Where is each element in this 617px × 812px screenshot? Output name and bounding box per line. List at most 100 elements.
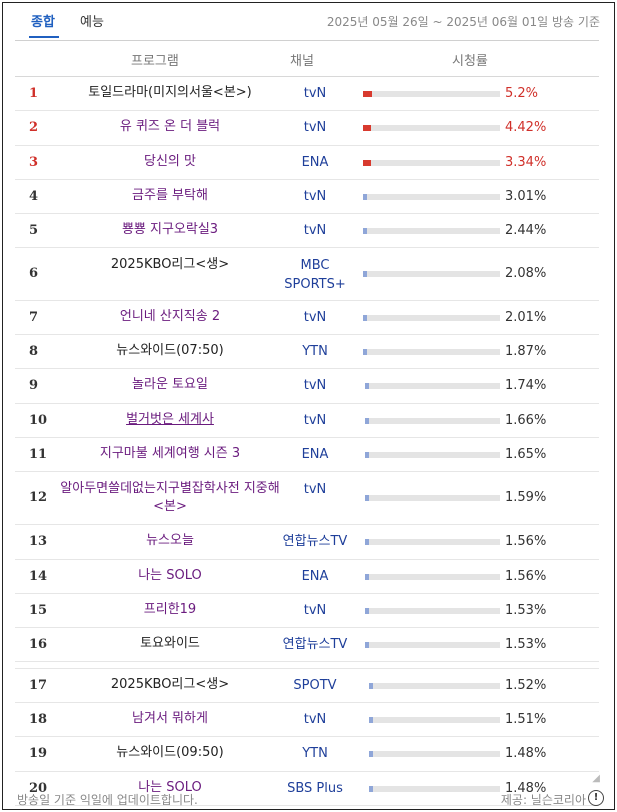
table-row[interactable]: 8 뉴스와이드(07:50) YTN 1.87% <box>15 335 599 369</box>
table-header: 프로그램 채널 시청률 <box>15 41 599 77</box>
table-row[interactable]: 11 지구마불 세계여행 시즌 3 ENA 1.65% <box>15 438 599 472</box>
rating-value: 4.42% <box>505 120 547 135</box>
rating-bar <box>365 383 369 389</box>
program-title[interactable]: 2025KBO리그<생> <box>110 677 230 692</box>
provider: 제공: 닐슨코리아 <box>500 793 586 807</box>
channel-name: tvN <box>303 413 327 428</box>
table-row[interactable]: 2 유 퀴즈 온 더 블럭 tvN 4.42% <box>15 111 599 146</box>
program-title[interactable]: 언니네 산지직송 2 <box>119 309 221 324</box>
rating-bar-track <box>363 194 500 200</box>
program-title[interactable]: 남겨서 뭐하게 <box>132 711 208 726</box>
channel-name: tvN <box>303 482 327 497</box>
rating-value: 1.56% <box>505 569 547 584</box>
rating-bar-track <box>365 574 500 580</box>
rating-value: 2.08% <box>505 266 547 281</box>
table-row[interactable]: 14 나는 SOLO ENA 1.56% <box>15 560 599 594</box>
rank-number: 5 <box>29 223 39 238</box>
rating-bar <box>363 91 372 97</box>
rating-value: 2.44% <box>505 223 547 238</box>
program-title[interactable]: 유 퀴즈 온 더 블럭 <box>119 119 221 134</box>
rating-bar <box>369 683 373 689</box>
program-title[interactable]: 나는 SOLO <box>138 568 202 583</box>
rating-value: 3.34% <box>505 155 547 170</box>
channel-name: tvN <box>303 86 327 101</box>
program-title[interactable]: 뿅뿅 지구오락실3 <box>121 222 219 237</box>
program-title[interactable]: 지구마불 세계여행 시즌 3 <box>99 446 241 461</box>
active-tab-indicator <box>29 36 59 38</box>
tab-overall[interactable]: 종합 <box>31 15 55 30</box>
program-title[interactable]: 금주를 부탁해 <box>132 188 208 203</box>
rating-value: 1.48% <box>505 746 547 761</box>
row-separator <box>15 662 599 669</box>
rating-bar <box>363 271 367 277</box>
rating-bar-track <box>365 539 500 545</box>
rank-number: 8 <box>29 344 39 359</box>
header-rating: 시청률 <box>452 54 488 69</box>
rank-number: 1 <box>29 86 39 101</box>
table-body: 1 토일드라마(미지의서울<본>) tvN 5.2% 2 유 퀴즈 온 더 블럭 tvN 4.… <box>15 77 599 806</box>
table-row[interactable]: 18 남겨서 뭐하게 tvN 1.51% <box>15 703 599 737</box>
rating-value: 1.74% <box>505 378 547 393</box>
program-title[interactable]: 뉴스오늘 <box>146 533 194 548</box>
rating-bar-track <box>369 683 500 689</box>
rank-number: 17 <box>29 678 48 693</box>
table-row[interactable]: 15 프리한19 tvN 1.53% <box>15 594 599 628</box>
program-title[interactable]: 벌거벗은 세계사 <box>126 412 214 427</box>
table-row[interactable]: 5 뿅뿅 지구오락실3 tvN 2.44% <box>15 214 599 248</box>
program-title[interactable]: 프리한19 <box>143 602 197 617</box>
program-title[interactable]: 토일드라마(미지의서울<본>) <box>88 85 252 100</box>
program-title[interactable]: 2025KBO리그<생> <box>110 257 230 272</box>
channel-name: SBS Plus <box>287 781 343 796</box>
info-icon[interactable]: ! <box>588 790 604 806</box>
update-note: 방송일 기준 익일에 업데이트합니다. <box>17 793 198 807</box>
table-row[interactable]: 16 토요와이드 연합뉴스TV 1.53% <box>15 628 599 662</box>
channel-name: SPOTV <box>293 678 337 693</box>
rating-bar <box>365 418 369 424</box>
program-title[interactable]: 나는 SOLO <box>138 780 202 795</box>
rating-bar-track <box>365 495 500 501</box>
program-title[interactable]: 뉴스와이드(07:50) <box>116 343 224 358</box>
channel-name: tvN <box>303 223 327 238</box>
program-title[interactable]: 알아두면쓸데없는지구별잡학사전 지중해<본> <box>60 481 280 514</box>
rating-bar-track <box>363 271 500 277</box>
table-row[interactable]: 6 2025KBO리그<생> MBC SPORTS+ 2.08% <box>15 248 599 301</box>
tab-variety[interactable]: 예능 <box>80 15 104 30</box>
rating-bar-track <box>369 717 500 723</box>
rating-value: 1.87% <box>505 344 547 359</box>
table-row[interactable]: 9 놀라운 토요일 tvN 1.74% <box>15 369 599 404</box>
program-title[interactable]: 당신의 맛 <box>144 154 196 169</box>
program-title[interactable]: 토요와이드 <box>140 636 200 651</box>
table-row[interactable]: 4 금주를 부탁해 tvN 3.01% <box>15 180 599 214</box>
table-row[interactable]: 17 2025KBO리그<생> SPOTV 1.52% <box>15 669 599 703</box>
channel-name: 연합뉴스TV <box>282 534 348 549</box>
rating-value: 3.01% <box>505 189 547 204</box>
rank-number: 20 <box>29 781 48 796</box>
rating-bar-track <box>365 418 500 424</box>
table-row[interactable]: 1 토일드라마(미지의서울<본>) tvN 5.2% <box>15 77 599 111</box>
program-title[interactable]: 놀라운 토요일 <box>132 377 208 392</box>
rating-bar-track <box>363 125 500 131</box>
channel-name: YTN <box>302 344 328 359</box>
rating-bar-track <box>365 452 500 458</box>
rating-bar <box>365 495 369 501</box>
rank-number: 15 <box>29 603 48 618</box>
rank-number: 18 <box>29 712 48 727</box>
rating-bar <box>363 194 367 200</box>
table-row[interactable]: 20 나는 SOLO SBS Plus 1.48% <box>15 772 599 806</box>
table-row[interactable]: 10 벌거벗은 세계사 tvN 1.66% <box>15 404 599 438</box>
rating-value: 1.66% <box>505 413 547 428</box>
tab-bar: 종합 예능 2025년 05월 26일 ~ 2025년 06월 01일 방송 기… <box>3 3 614 39</box>
rating-value: 2.01% <box>505 310 547 325</box>
table-row[interactable]: 7 언니네 산지직송 2 tvN 2.01% <box>15 301 599 335</box>
channel-name: tvN <box>303 712 327 727</box>
rating-bar <box>363 228 367 234</box>
table-row[interactable]: 12 알아두면쓸데없는지구별잡학사전 지중해<본> tvN 1.59% <box>15 472 599 525</box>
table-row[interactable]: 19 뉴스와이드(09:50) YTN 1.48% <box>15 737 599 772</box>
channel-name: ENA <box>301 447 329 462</box>
table-row[interactable]: 3 당신의 맛 ENA 3.34% <box>15 146 599 180</box>
rating-bar <box>365 608 369 614</box>
rating-value: 1.51% <box>505 712 547 727</box>
program-title[interactable]: 뉴스와이드(09:50) <box>116 745 224 760</box>
table-row[interactable]: 13 뉴스오늘 연합뉴스TV 1.56% <box>15 525 599 560</box>
